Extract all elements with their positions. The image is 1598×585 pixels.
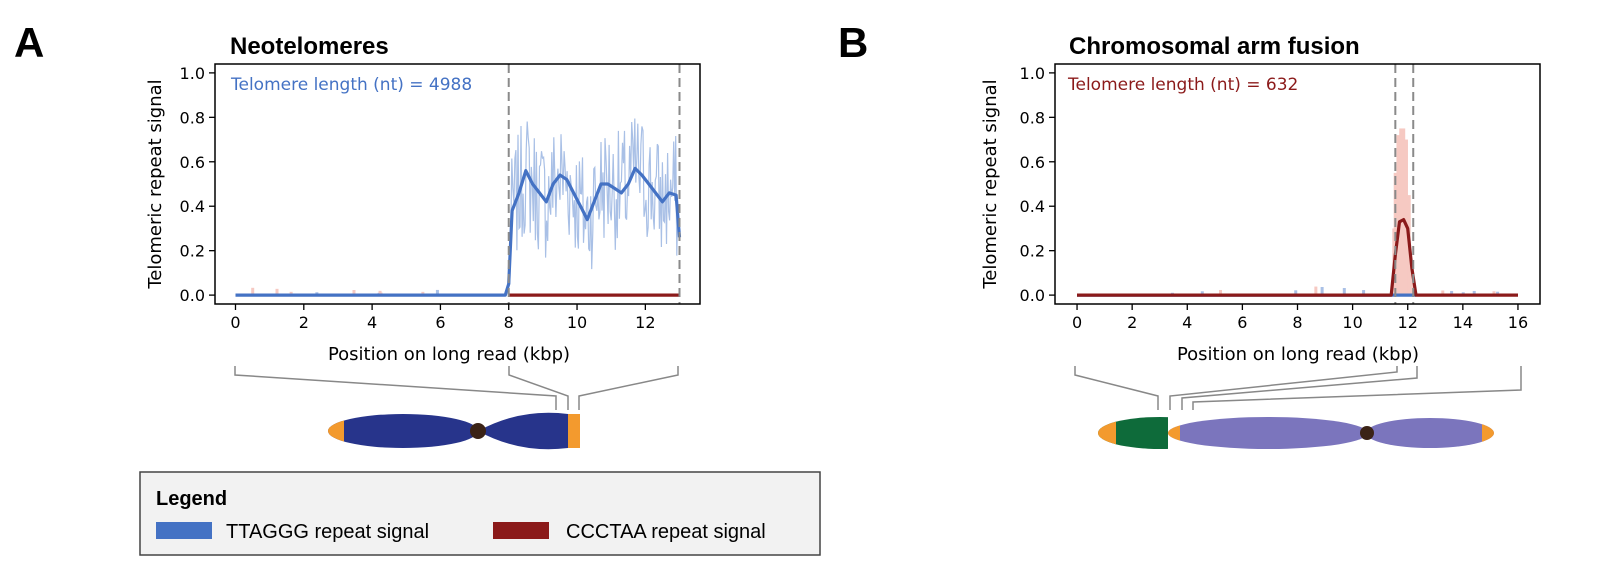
- chart-a-ytick-label: 0.2: [180, 242, 205, 261]
- chart-a-frame: [214, 63, 701, 305]
- chart-a-series-ttaggg: [235, 166, 682, 297]
- panel-a-title: Neotelomeres: [230, 33, 389, 60]
- neotelomere-block: [568, 414, 580, 448]
- panel-b-letter: B: [838, 19, 868, 66]
- chart-b-xtick-label: 10: [1342, 313, 1362, 332]
- chart-b-axes: 0 2 4 6 8 10 12 14 16 0.0 0.2 0.4 0.6 0.8 1.0: [1020, 64, 1529, 332]
- baseline-noise-blip: [1314, 286, 1318, 296]
- baseline-noise-blip: [1342, 288, 1346, 296]
- chart-b-xlabel: Position on long read (kbp): [1177, 344, 1419, 365]
- chromosome-a-arm-right: [478, 412, 568, 450]
- chart-b-xtick-label: 6: [1237, 313, 1247, 332]
- baseline-noise-blip: [352, 289, 356, 296]
- chart-a-ytick-label: 0.4: [180, 197, 205, 216]
- chart-b-annotation: Telomere length (nt) = 632: [1067, 75, 1298, 95]
- chart-b-ytick-label: 0.0: [1020, 286, 1045, 305]
- legend-label-ccctaa: CCCTAA repeat signal: [566, 521, 766, 543]
- chart-a-xtick-label: 6: [435, 313, 445, 332]
- baseline-noise-blip: [289, 291, 293, 296]
- chart-b-ylabel: Telomeric repeat signal: [980, 79, 1001, 289]
- baseline-noise-blip: [1320, 287, 1324, 296]
- chart-a-ytick-label: 1.0: [180, 64, 205, 83]
- legend-swatch-ttaggg: [156, 522, 212, 539]
- panel-a-letter: A: [14, 19, 44, 66]
- baseline-noise-blip: [378, 290, 382, 296]
- chart-b-series-ccctaa: [1077, 218, 1518, 297]
- chart-b-frame: [1054, 63, 1541, 305]
- chart-b-xtick-label: 16: [1508, 313, 1528, 332]
- chart-b-raw-ccctaa-bar: [1404, 195, 1411, 296]
- chart-a-ylabel: Telomeric repeat signal: [145, 79, 166, 289]
- baseline-noise-blip: [1472, 290, 1476, 296]
- chromosome-a-schematic: [234, 366, 679, 450]
- baseline-noise-blip: [251, 287, 255, 296]
- baseline-noise-blip: [421, 291, 425, 296]
- chart-b-ytick-label: 1.0: [1020, 64, 1045, 83]
- chart-a-xtick-label: 4: [367, 313, 377, 332]
- chart-b-raw-ccctaa-bar: [1407, 261, 1414, 296]
- baseline-noise-blip: [1218, 289, 1222, 296]
- baseline-noise-blip: [1441, 290, 1445, 296]
- connector-b-3: [1181, 366, 1418, 410]
- chart-a-marks: [235, 64, 682, 304]
- connector-b-2: [1169, 366, 1398, 410]
- baseline-noise-blip: [435, 289, 439, 296]
- connector-b-1: [1074, 366, 1159, 410]
- baseline-noise-blip: [1200, 291, 1204, 296]
- chart-b-ytick-label: 0.8: [1020, 108, 1045, 127]
- legend-box: Legend TTAGGG repeat signal CCCTAA repea…: [139, 471, 821, 556]
- panel-b-title: Chromosomal arm fusion: [1069, 33, 1360, 60]
- chart-a-raw-ttaggg-trace: [508, 118, 680, 285]
- baseline-noise-blip: [1450, 290, 1454, 296]
- legend-frame: [139, 471, 821, 556]
- chart-b-xtick-label: 14: [1453, 313, 1473, 332]
- baseline-noise-blip: [1294, 290, 1298, 296]
- baseline-noise-blip: [1496, 291, 1500, 296]
- chart-a: 0 2 4 6 8 10 12 0.0 0.2 0.4 0.6 0.8 1.0 Telomere len…: [145, 63, 701, 365]
- baseline-noise-blip: [1362, 290, 1366, 296]
- chart-b: 0 2 4 6 8 10 12 14 16 0.0 0.2 0.4 0.6 0.8 1.0 Telomere…: [980, 63, 1541, 365]
- legend-swatch-ccctaa: [493, 522, 549, 539]
- chart-b-xtick-label: 2: [1127, 313, 1137, 332]
- connector-a-left: [234, 366, 557, 410]
- chart-b-ytick-label: 0.2: [1020, 242, 1045, 261]
- chart-b-ytick-label: 0.6: [1020, 153, 1045, 172]
- legend-title: Legend: [156, 488, 227, 510]
- chart-b-xtick-label: 8: [1292, 313, 1302, 332]
- chart-a-annotation: Telomere length (nt) = 4988: [230, 75, 472, 95]
- centromere-a: [470, 423, 486, 439]
- chart-a-ytick-label: 0.0: [180, 286, 205, 305]
- chart-a-ytick-label: 0.6: [180, 153, 205, 172]
- chart-b-marks: [1077, 64, 1518, 304]
- chart-a-xlabel: Position on long read (kbp): [328, 344, 570, 365]
- chromosome-b-schematic: [1074, 366, 1522, 449]
- connector-b-4: [1192, 366, 1522, 410]
- connector-a-right: [578, 366, 679, 410]
- chart-a-axes: 0 2 4 6 8 10 12 0.0 0.2 0.4 0.6 0.8 1.0: [180, 64, 656, 332]
- baseline-noise-blip: [275, 288, 279, 296]
- legend-label-ttaggg: TTAGGG repeat signal: [226, 521, 429, 543]
- connector-a-mid: [508, 366, 569, 410]
- chart-a-ytick-label: 0.8: [180, 108, 205, 127]
- chart-a-xtick-label: 8: [504, 313, 514, 332]
- chart-a-xtick-label: 12: [635, 313, 655, 332]
- baseline-noise-blip: [1492, 291, 1496, 296]
- chart-a-xtick-label: 2: [299, 313, 309, 332]
- centromere-b: [1360, 426, 1374, 440]
- chart-b-xtick-label: 0: [1072, 313, 1082, 332]
- chart-b-xtick-label: 4: [1182, 313, 1192, 332]
- chart-a-xtick-label: 0: [230, 313, 240, 332]
- chart-b-ytick-label: 0.4: [1020, 197, 1045, 216]
- chart-a-xtick-label: 10: [567, 313, 587, 332]
- chart-b-xtick-label: 12: [1398, 313, 1418, 332]
